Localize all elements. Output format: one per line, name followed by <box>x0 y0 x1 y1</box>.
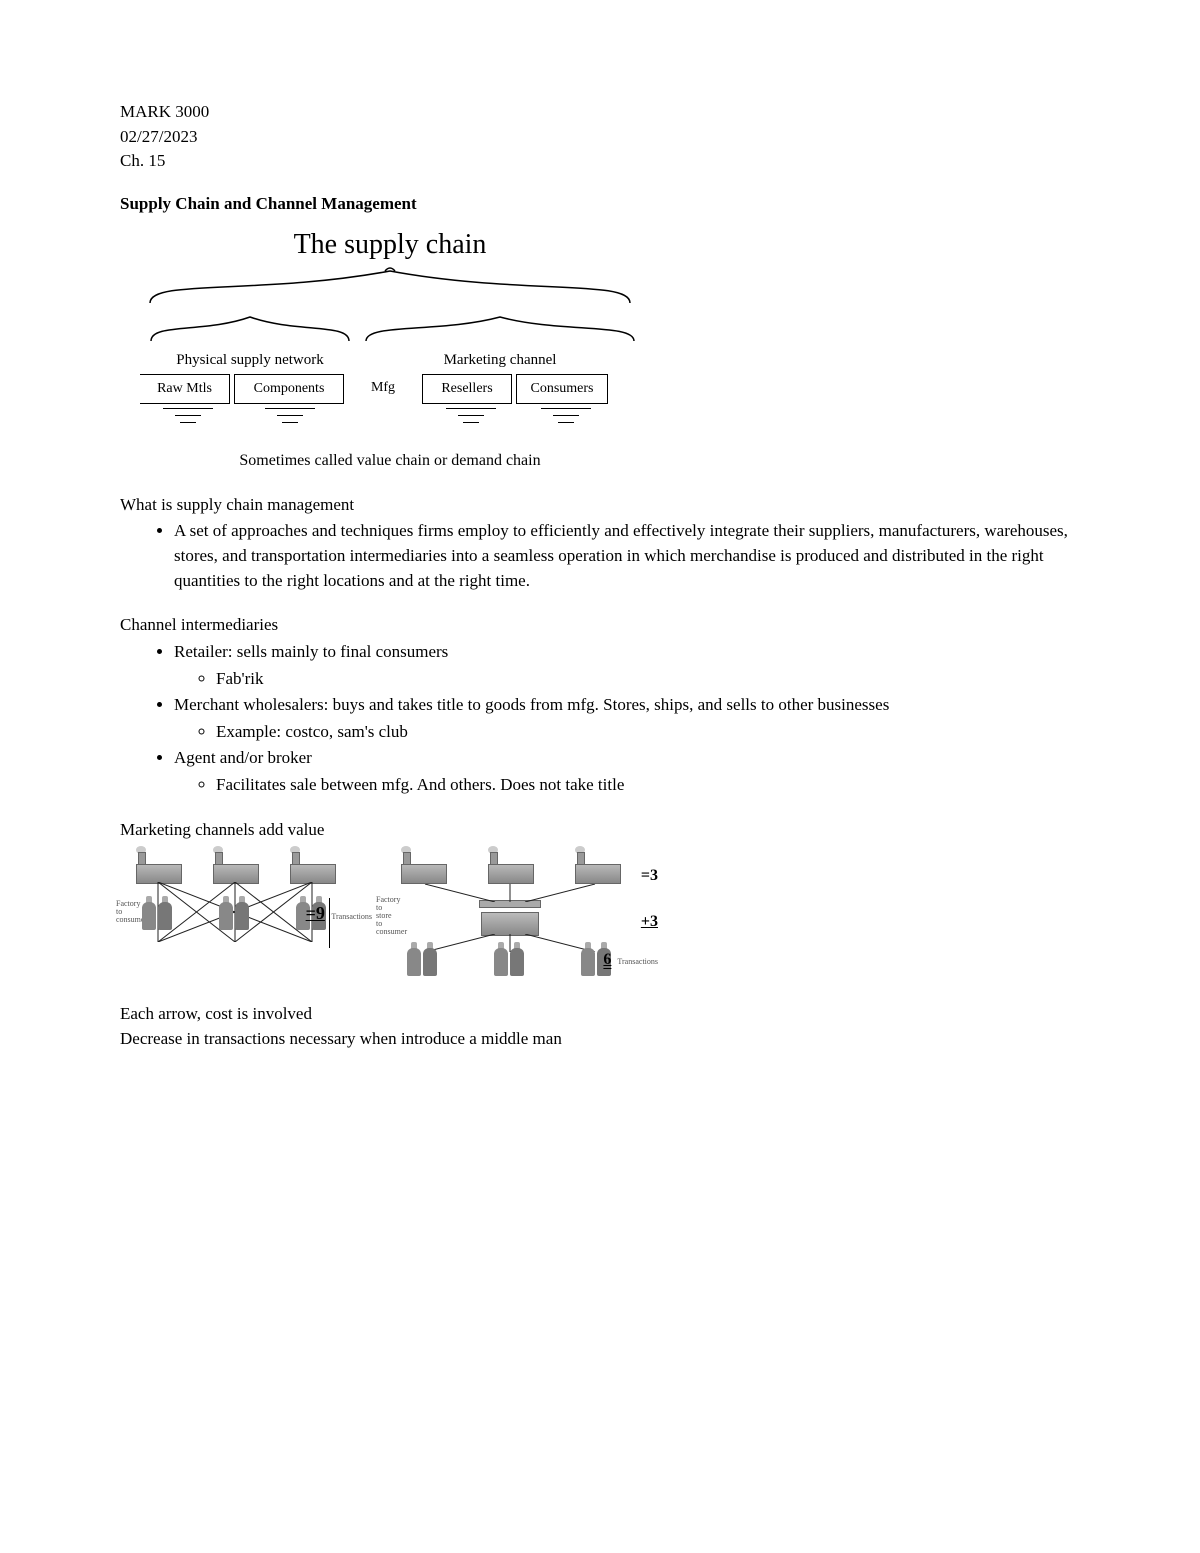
factory-icon <box>286 852 338 884</box>
left-sub-brace <box>145 313 355 343</box>
date: 02/27/2023 <box>120 125 1090 150</box>
top-lines <box>380 884 640 902</box>
retailer-example: Fab'rik <box>216 667 1090 692</box>
box-resellers: Resellers <box>422 374 512 404</box>
factory-icon <box>397 852 449 884</box>
intermediaries-section: Channel intermediaries Retailer: sells m… <box>120 613 1090 797</box>
list-item: Merchant wholesalers: buys and takes tit… <box>174 693 1090 744</box>
page-title: Supply Chain and Channel Management <box>120 192 1090 217</box>
scm-definition: A set of approaches and techniques firms… <box>174 519 1090 593</box>
agent-label: Agent and/or broker <box>174 748 312 767</box>
box-raw-mtls: Raw Mtls <box>140 374 230 404</box>
value-heading: Marketing channels add value <box>120 818 1090 843</box>
agent-example: Facilitates sale between mfg. And others… <box>216 773 1090 798</box>
value-section: Marketing channels add value Factory to … <box>120 818 1090 983</box>
left-total: =9 Transactions <box>306 900 372 926</box>
scm-heading: What is supply chain management <box>120 493 1090 518</box>
consumer-icon <box>215 894 255 930</box>
footer-line-2: Decrease in transactions necessary when … <box>120 1027 1090 1052</box>
box-components: Components <box>234 374 344 404</box>
intermediary-channel-diagram: Factory to store to consumer =3 +3 6 Tra… <box>380 852 640 982</box>
supply-chain-boxes: Raw Mtls Components Mfg Resellers Consum… <box>140 374 640 404</box>
consumer-icon <box>403 940 443 976</box>
diagram-caption: Sometimes called value chain or demand c… <box>180 449 600 472</box>
scm-section: What is supply chain management A set of… <box>120 493 1090 594</box>
wholesaler-label: Merchant wholesalers: buys and takes tit… <box>174 695 889 714</box>
factory-icon <box>209 852 261 884</box>
right-sub-brace <box>360 313 640 343</box>
supply-chain-diagram: The supply chain Physical supply network… <box>140 225 640 473</box>
wholesaler-example: Example: costco, sam's club <box>216 720 1090 745</box>
box-consumers: Consumers <box>516 374 608 404</box>
factory-icon <box>484 852 536 884</box>
right-n2: +3 <box>641 910 658 933</box>
intermediaries-heading: Channel intermediaries <box>120 613 1090 638</box>
direct-channel-diagram: Factory to consumer =9 Transactions <box>120 852 350 982</box>
store-icon <box>380 900 640 936</box>
top-brace <box>140 265 640 305</box>
retailer-label: Retailer: sells mainly to final consumer… <box>174 642 448 661</box>
chapter: Ch. 15 <box>120 149 1090 174</box>
diagram-title: The supply chain <box>140 225 640 266</box>
consumer-icon <box>490 940 530 976</box>
list-item: Agent and/or broker Facilitates sale bet… <box>174 746 1090 797</box>
box-mfg: Mfg <box>348 374 418 404</box>
marketing-channel-label: Marketing channel <box>360 350 640 372</box>
consumer-icon <box>138 894 178 930</box>
footer-line-1: Each arrow, cost is involved <box>120 1002 1090 1027</box>
right-n3: 6 Transactions <box>603 948 658 971</box>
factory-icon <box>571 852 623 884</box>
factory-icon <box>132 852 184 884</box>
diagram-underlines <box>140 408 640 423</box>
right-n1: =3 <box>641 864 658 887</box>
physical-supply-label: Physical supply network <box>140 350 360 372</box>
course-code: MARK 3000 <box>120 100 1090 125</box>
right-tiny-label: Factory to store to consumer <box>376 896 410 936</box>
list-item: Retailer: sells mainly to final consumer… <box>174 640 1090 691</box>
